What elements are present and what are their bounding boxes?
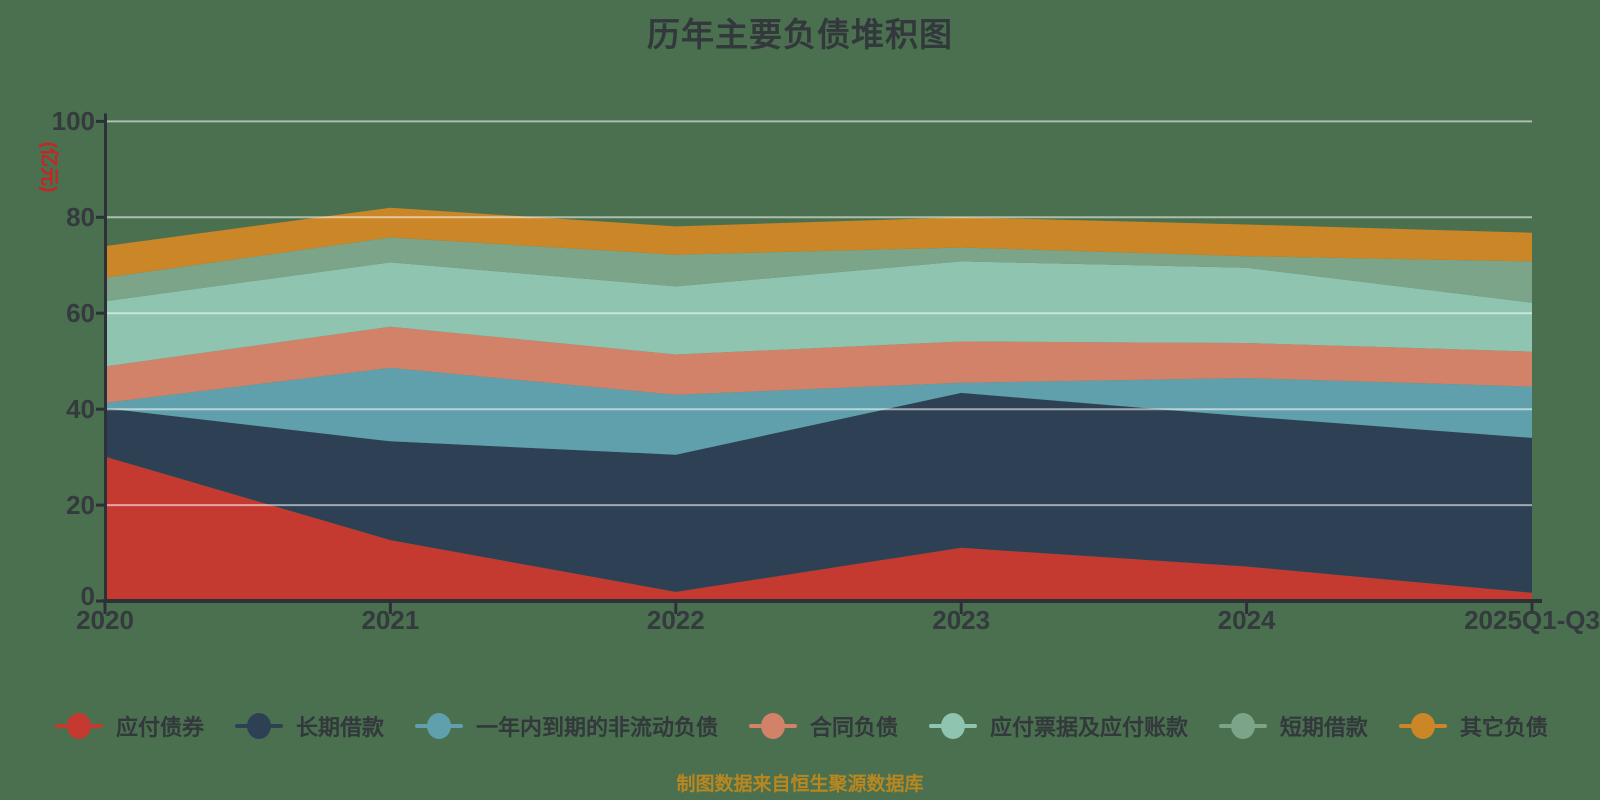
legend-label: 应付债券 [116,715,205,740]
chart-title: 历年主要负债堆积图 [647,16,953,53]
y-axis-tick-label: 60 [66,298,95,329]
legend-label: 一年内到期的非流动负债 [475,715,718,740]
x-axis-tick-label: 2024 [1217,605,1276,635]
x-axis-tick-label: 2021 [361,605,420,635]
data-source-footer: 制图数据来自恒生聚源数据库 [676,774,924,795]
legend-series-marker-icon [748,713,797,739]
legend-item-6[interactable]: 其它负债 [1398,710,1548,742]
legend-series-marker-icon [1218,713,1267,739]
x-axis-tick-label: 2025Q1-Q3 [1464,605,1600,635]
y-axis-tick-label: 40 [66,394,95,425]
y-axis-tick-label: 20 [66,490,95,521]
legend-item-1[interactable]: 长期借款 [234,710,384,742]
gridlines-group [105,120,1532,507]
legend-label: 合同负债 [809,715,898,740]
y-axis-tick-label: 100 [51,106,95,137]
y-axis-tick-label: 0 [80,581,95,611]
y-axis-tick-label: 80 [66,202,95,233]
area-series-5 [105,237,1532,303]
legend-label: 长期借款 [295,715,384,740]
legend-item-5[interactable]: 短期借款 [1218,710,1368,742]
legend-series-marker-icon [1398,713,1447,739]
area-series-3 [105,326,1532,403]
area-series-1 [105,392,1532,593]
x-axis-tick-label: 2022 [646,605,705,635]
area-series-6 [105,207,1532,278]
area-series-group [105,207,1532,601]
axes-group [96,113,1542,614]
x-axis-tick-label: 2023 [932,605,991,635]
legend-item-3[interactable]: 合同负债 [748,710,898,742]
chart-legend: 应付债券 长期借款 一年内到期的非流动负债 合同负债 应付票据及应付账款 短期借款 其它负债 [55,702,1548,750]
legend-series-marker-icon [414,713,463,739]
area-series-2 [105,367,1532,455]
legend-series-marker-icon [55,713,103,739]
legend-item-4[interactable]: 应付票据及应付账款 [928,710,1188,742]
x-axis-tick-label: 2020 [76,605,134,635]
legend-item-0[interactable]: 应付债券 [55,710,204,742]
legend-label: 短期借款 [1279,715,1368,740]
legend-label: 其它负债 [1459,715,1548,740]
legend-label: 应付票据及应付账款 [989,715,1188,740]
area-series-0 [105,456,1532,601]
legend-series-marker-icon [234,713,283,739]
legend-item-2[interactable]: 一年内到期的非流动负债 [414,710,718,742]
legend-series-marker-icon [928,713,977,739]
